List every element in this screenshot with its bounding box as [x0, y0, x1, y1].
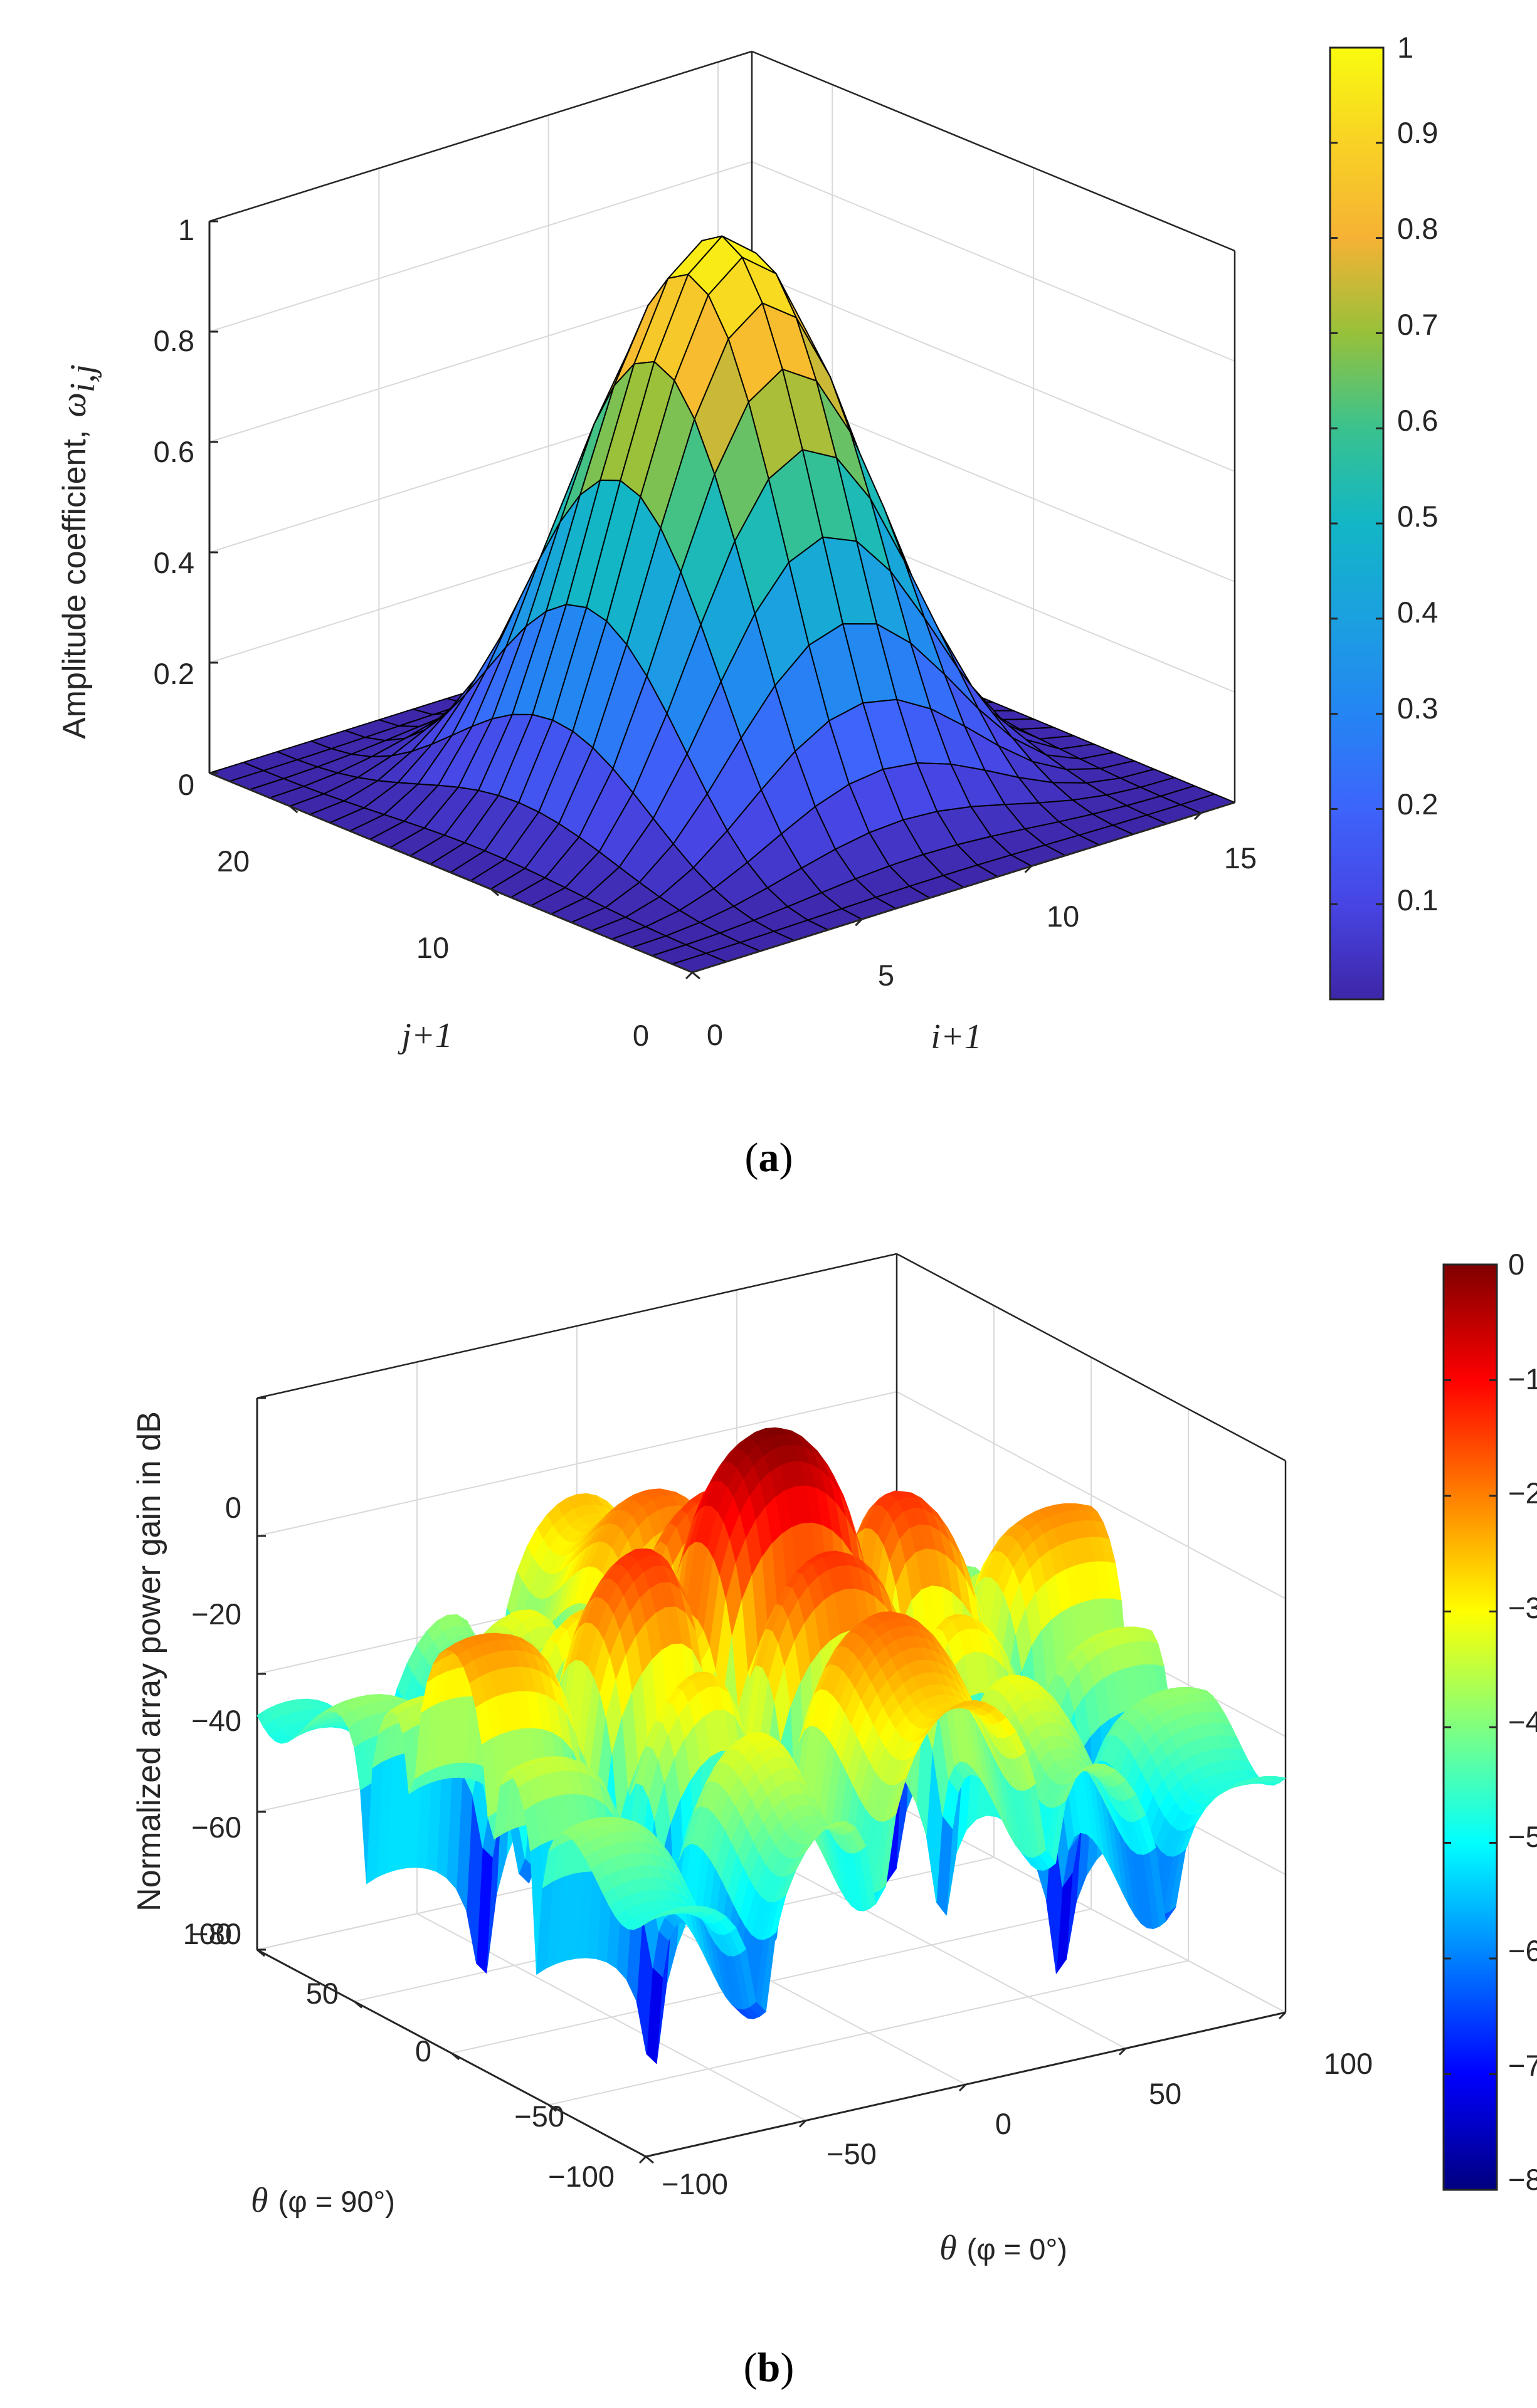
- a-z-tick: 0.8: [154, 324, 194, 357]
- b-grid-line: [451, 1908, 1092, 2054]
- a-colorbar-tick: 0.2: [1397, 787, 1438, 821]
- b-colorbar-tick: −20: [1508, 1476, 1537, 1510]
- b-colorbar-tick: −40: [1508, 1705, 1537, 1738]
- a-z-tick: 0.2: [154, 657, 194, 690]
- b-x-tick: 0: [995, 2107, 1011, 2140]
- a-z-tick: 0.4: [154, 546, 194, 579]
- a-colorbar: [1329, 46, 1385, 1001]
- a-grid-line: [751, 161, 1235, 362]
- b-box-edge: [256, 1253, 897, 1399]
- b-colorbar-tick: −10: [1508, 1362, 1537, 1396]
- panel-a-axes-box: [208, 50, 1236, 802]
- a-z-tick: 0: [178, 768, 194, 801]
- b-grid-line: [256, 1391, 897, 1537]
- b-colorbar-tick: 0: [1508, 1248, 1524, 1281]
- a-grid-line: [209, 161, 753, 332]
- b-z-tick: −20: [191, 1597, 241, 1631]
- b-grid-line: [548, 1960, 1189, 2106]
- a-y-tick-mark: [692, 971, 700, 980]
- a-x-tick-mark: [1024, 865, 1032, 873]
- a-x-tick: 10: [1047, 900, 1079, 933]
- b-y-tick: 50: [306, 1977, 339, 2010]
- a-z-tick: 0.6: [154, 435, 194, 468]
- b-y-tick: 100: [183, 1917, 232, 1950]
- a-z-axis-label: Amplitude coefficient,ωi,j: [55, 364, 102, 739]
- b-z-axis-label: Normalized array power gain in dB: [131, 1411, 167, 1911]
- b-x-tick-mark: [638, 2155, 647, 2164]
- a-y-tick-mark: [289, 805, 298, 814]
- a-caption: (a): [745, 1135, 793, 1180]
- b-z-tick: −60: [191, 1811, 241, 1844]
- b-y-axis-label: θ (φ = 90°): [251, 2181, 395, 2220]
- panel-a: 0 0.2 0.4 0.6 0.8 1 0 5 10 15 0 10 20 Am…: [55, 31, 1438, 1180]
- a-colorbar-ticks: [1330, 46, 1383, 905]
- b-x-tick: 100: [1324, 2047, 1373, 2080]
- a-colorbar-tick: 0.4: [1397, 596, 1438, 629]
- a-colorbar-tick: 0.9: [1397, 116, 1438, 149]
- a-x-tick: 5: [878, 959, 894, 992]
- b-z-tick: −40: [191, 1704, 241, 1737]
- panel-b: −80 −60 −40 −20 0 −100 −50 0 50 100 −100…: [131, 1248, 1537, 2390]
- b-grid-line: [896, 1391, 1286, 1599]
- b-colorbar: [1442, 1263, 1498, 2191]
- a-colorbar-tick: 0.3: [1397, 691, 1438, 725]
- b-y-tick: 0: [415, 2034, 431, 2068]
- a-x-tick: 0: [707, 1018, 723, 1051]
- b-x-tick: 50: [1149, 2077, 1181, 2110]
- a-x-axis-line: [692, 801, 1235, 974]
- b-z-tick: 0: [225, 1491, 241, 1524]
- panel-a-ticks: [209, 220, 1235, 980]
- a-x-axis-label: i+1: [931, 1017, 981, 1056]
- a-colorbar-tick: 0.8: [1397, 212, 1438, 245]
- a-colorbar-tick: 0.7: [1397, 308, 1438, 341]
- b-colorbar-tick: −80: [1508, 2163, 1537, 2196]
- b-colorbar-tick: −30: [1508, 1591, 1537, 1624]
- panel-a-surface: [209, 235, 1235, 973]
- b-caption: (b): [744, 2345, 795, 2390]
- b-colorbar-tick: −60: [1508, 1934, 1537, 1967]
- a-y-tick: 10: [416, 931, 449, 964]
- a-x-tick-mark: [1193, 812, 1202, 820]
- a-colorbar-tick: 1: [1397, 31, 1413, 64]
- a-y-tick: 20: [217, 844, 250, 878]
- b-y-tick: −100: [548, 2160, 615, 2193]
- b-colorbar-tick: −70: [1508, 2049, 1537, 2082]
- a-z-tick: 1: [178, 213, 194, 246]
- b-box-edge: [896, 1253, 1286, 1462]
- a-x-tick: 15: [1224, 841, 1257, 875]
- b-colorbar-tick: −50: [1508, 1820, 1537, 1853]
- b-y-tick: −50: [514, 2100, 564, 2133]
- a-colorbar-tick: 0.6: [1397, 404, 1438, 437]
- b-y-tick-mark: [645, 2155, 654, 2164]
- panel-b-surface: [256, 1427, 1286, 2064]
- a-x-tick-mark: [685, 971, 694, 980]
- b-x-axis-label: θ (φ = 0°): [939, 2229, 1067, 2268]
- a-colorbar-tick: 0.5: [1397, 500, 1438, 533]
- a-colorbar-tick: 0.1: [1397, 883, 1438, 917]
- a-y-tick-mark: [490, 888, 500, 896]
- a-x-tick-mark: [855, 918, 863, 927]
- a-y-axis-label: j+1: [398, 1016, 452, 1055]
- b-x-tick: −50: [827, 2137, 877, 2170]
- a-y-tick: 0: [633, 1019, 649, 1052]
- a-box-edge: [209, 50, 753, 223]
- a-grid-line: [751, 271, 1235, 472]
- b-x-tick: −100: [662, 2167, 728, 2200]
- a-box-edge: [751, 50, 1235, 252]
